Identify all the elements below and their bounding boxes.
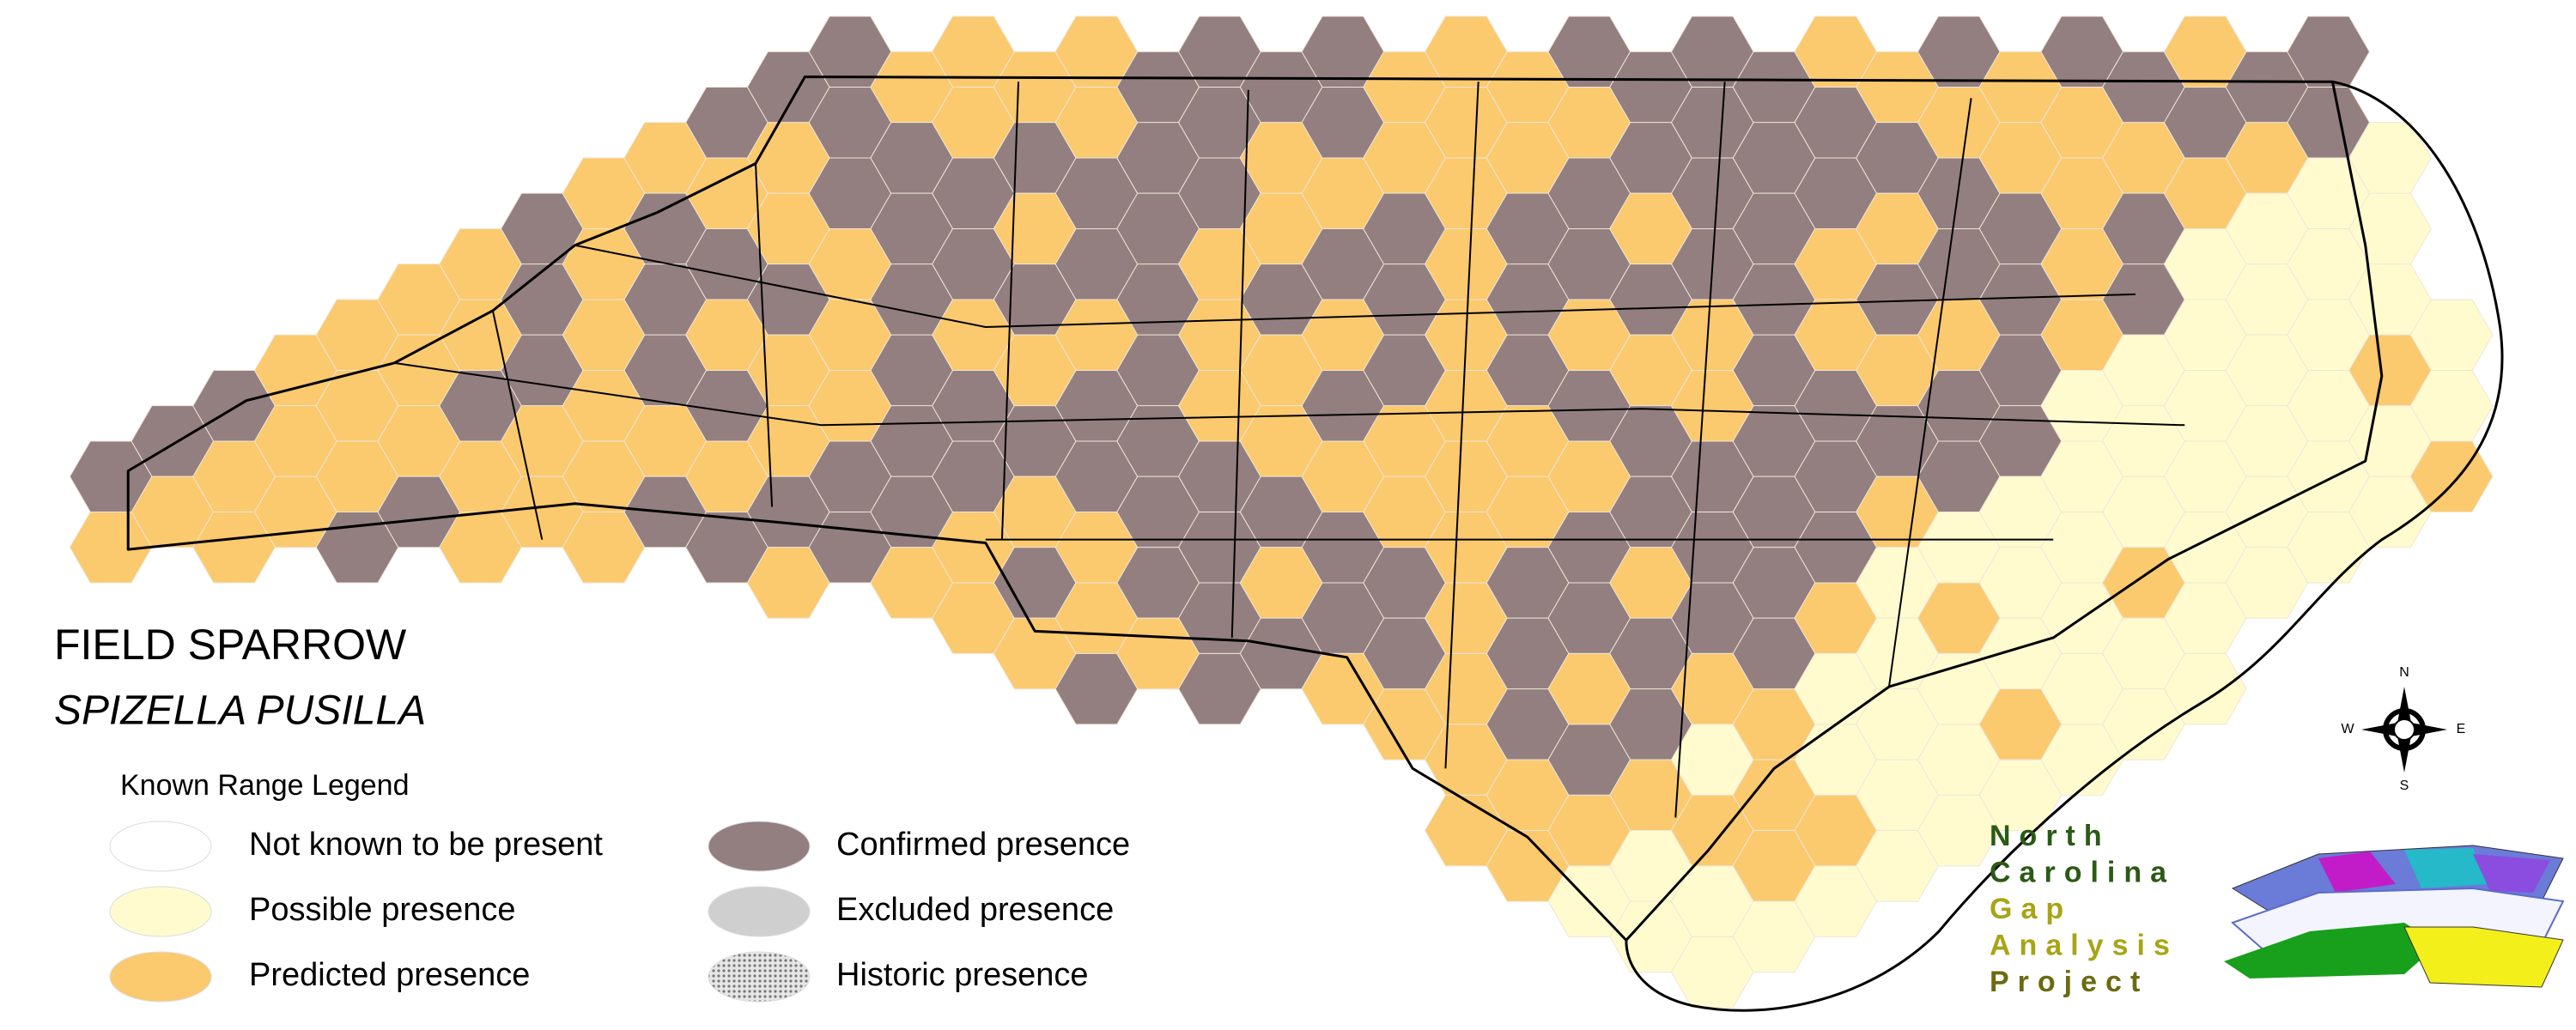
compass-west: W — [2341, 722, 2354, 736]
state-outline — [128, 77, 2382, 941]
logo-line: Analysis — [1990, 929, 2178, 961]
logo-text: North Carolina Gap Analysis Project — [1990, 820, 2178, 998]
range-map — [70, 16, 2502, 1010]
hex-grid — [70, 16, 2493, 1008]
logo-line: Gap — [1990, 893, 2072, 925]
legend-label: Confirmed presence — [836, 827, 1130, 863]
logo-line: Carolina — [1990, 856, 2175, 888]
legend-swatch — [708, 886, 811, 937]
county-lines — [394, 82, 2184, 817]
legend-label: Predicted presence — [249, 957, 530, 993]
legend-swatch — [109, 951, 212, 1003]
compass-north: N — [2399, 665, 2409, 680]
species-name: FIELD SPARROW — [54, 621, 407, 669]
offshore-boundary — [1626, 82, 2502, 1010]
legend-title: Known Range Legend — [120, 769, 410, 802]
legend-label: Excluded presence — [836, 892, 1114, 928]
legend-swatch — [109, 886, 212, 937]
legend-label: Not known to be present — [249, 827, 603, 863]
compass-south: S — [2400, 779, 2409, 793]
compass-east: E — [2457, 722, 2466, 736]
species-scientific-name: SPIZELLA PUSILLA — [54, 688, 426, 734]
legend: Not known to be present Possible presence… — [109, 821, 1130, 1003]
logo-line: Project — [1990, 966, 2148, 998]
legend-swatch — [109, 821, 212, 872]
legend-label: Historic presence — [836, 957, 1089, 993]
logo-line: North — [1990, 820, 2111, 852]
hex-cell — [2164, 653, 2246, 724]
legend-swatch — [708, 951, 811, 1003]
legend-label: Possible presence — [249, 892, 516, 928]
compass: N S E W — [2341, 665, 2465, 793]
legend-swatch — [708, 821, 811, 872]
logo-graphic — [2224, 845, 2565, 988]
